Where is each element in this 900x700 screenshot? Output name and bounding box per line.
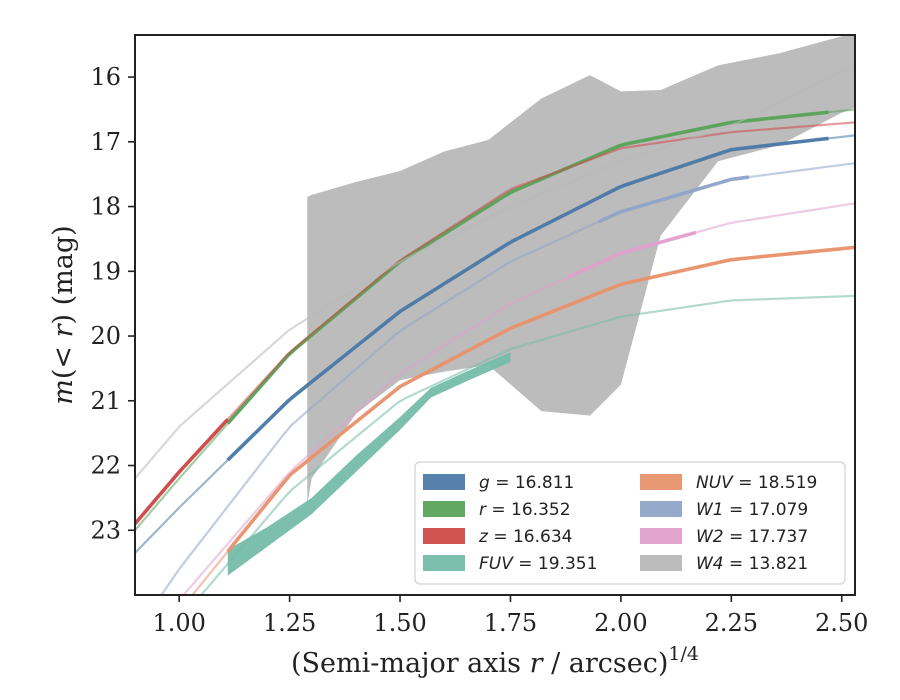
w4-legend-swatch: [640, 555, 682, 571]
w2-legend-swatch: [640, 528, 682, 544]
w2-data-curve: [567, 230, 697, 280]
y-tick-label: 21: [90, 387, 121, 415]
r-legend-swatch: [423, 501, 465, 517]
x-tick-label: 1.50: [373, 609, 426, 637]
z-legend-swatch: [423, 528, 465, 544]
w1-legend-swatch: [640, 501, 682, 517]
x-tick-label: 2.25: [705, 609, 758, 637]
y-tick-label: 16: [90, 63, 121, 91]
y-tick-label: 17: [90, 128, 121, 156]
z-model-curve: [135, 121, 855, 525]
z-data-curve: [135, 418, 230, 525]
legend-box: [414, 461, 846, 585]
w2-model-curve: [182, 202, 855, 595]
y-axis-label: m(< r) (mag): [48, 225, 79, 404]
x-axis-label: (Semi-major axis r / arcsec)1/4: [291, 643, 699, 679]
z-legend-label: z = 16.634: [478, 527, 572, 547]
g-legend-label: g = 16.811: [479, 473, 574, 493]
x-tick-label: 1.75: [484, 609, 537, 637]
fuv-legend-swatch: [423, 555, 465, 571]
y-tick-label: 22: [90, 452, 121, 480]
y-axis: 16 17 18 19 20 21 22 23: [90, 63, 135, 544]
fuv-data-band: [227, 352, 511, 576]
line-layer: [135, 64, 855, 595]
g-legend-swatch: [423, 474, 465, 490]
x-axis: 1.00 1.25 1.50 1.75 2.00 2.25 2.50: [152, 595, 868, 637]
nuv-data-curve: [226, 245, 855, 553]
x-tick-label: 2.00: [594, 609, 647, 637]
w1-legend-label: W1 = 17.079: [696, 500, 808, 520]
y-tick-label: 18: [90, 193, 121, 221]
r-legend-label: r = 16.352: [479, 500, 571, 520]
w1-data-curve: [598, 175, 750, 224]
y-tick-label: 23: [90, 516, 121, 544]
w4-model-curve: [135, 64, 855, 480]
fuv-legend-label: FUV = 19.351: [479, 554, 597, 574]
nuv-legend-swatch: [640, 474, 682, 490]
x-tick-label: 1.25: [263, 609, 316, 637]
w2-legend-label: W2 = 17.737: [696, 527, 808, 547]
w4-legend-label: W4 = 13.821: [696, 554, 808, 574]
nuv-legend-label: NUV = 18.519: [696, 473, 817, 493]
y-tick-label: 20: [90, 322, 121, 350]
g-data-curve: [226, 136, 829, 462]
plot-frame: [134, 34, 856, 596]
fuv-model-curve: [200, 294, 855, 595]
legend: g = 16.811 r = 16.352 z = 16.634 FUV = 19.3…: [414, 461, 846, 585]
x-tick-label: 2.50: [815, 609, 868, 637]
y-tick-label: 19: [90, 257, 121, 285]
x-tick-label: 1.00: [152, 609, 205, 637]
